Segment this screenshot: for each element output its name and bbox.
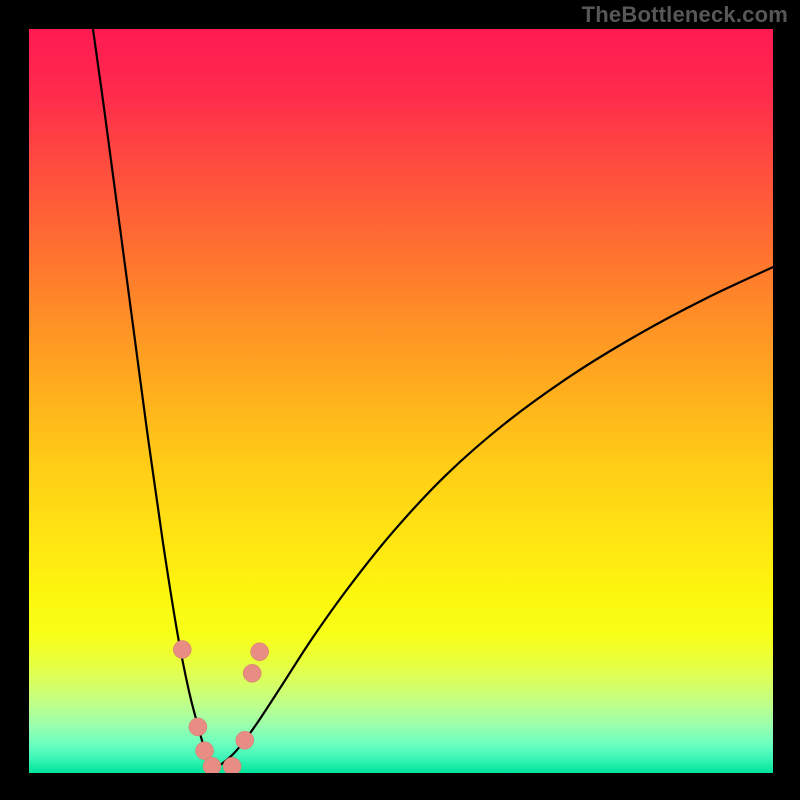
- data-marker: [236, 731, 254, 749]
- data-marker: [189, 718, 207, 736]
- stage: TheBottleneck.com: [0, 0, 800, 800]
- plot-area: [29, 29, 773, 773]
- bottleneck-chart: [29, 29, 773, 773]
- watermark-text: TheBottleneck.com: [582, 2, 788, 28]
- data-marker: [251, 643, 269, 661]
- gradient-background: [29, 29, 773, 773]
- data-marker: [173, 641, 191, 659]
- data-marker: [223, 757, 241, 773]
- data-marker: [243, 664, 261, 682]
- data-marker: [196, 742, 214, 760]
- data-marker: [203, 757, 221, 773]
